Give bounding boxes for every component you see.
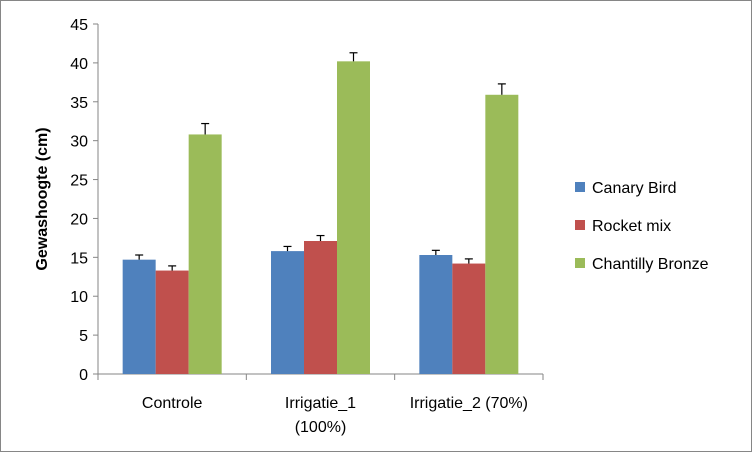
bar bbox=[155, 270, 189, 374]
bar bbox=[419, 255, 453, 374]
bar bbox=[304, 241, 337, 374]
y-tick-label: 40 bbox=[70, 56, 88, 73]
y-tick-label: 20 bbox=[70, 211, 88, 228]
x-tick-label-line: Irrigatie_1 bbox=[285, 395, 356, 412]
y-tick-label: 45 bbox=[70, 17, 88, 34]
y-axis-title: Gewashoogte (cm) bbox=[34, 127, 51, 270]
x-tick-label-line: (100%) bbox=[295, 419, 347, 436]
bar bbox=[271, 251, 304, 374]
y-tick-label: 35 bbox=[70, 95, 88, 112]
bar bbox=[452, 263, 486, 374]
legend-label: Chantilly Bronze bbox=[592, 256, 709, 273]
bar bbox=[485, 94, 519, 375]
x-tick-label: Irrigatie_2 (70%) bbox=[410, 395, 528, 412]
legend-swatch bbox=[575, 258, 585, 268]
y-tick-label: 0 bbox=[79, 367, 88, 384]
legend-swatch bbox=[575, 182, 585, 192]
x-tick-label-line: Controle bbox=[142, 395, 203, 412]
bar bbox=[337, 61, 370, 374]
y-tick-label: 15 bbox=[70, 250, 88, 267]
legend-label: Canary Bird bbox=[592, 180, 676, 197]
bar bbox=[122, 259, 156, 374]
x-tick-label-line: Irrigatie_2 (70%) bbox=[410, 395, 528, 412]
y-tick-label: 25 bbox=[70, 173, 88, 190]
legend-swatch bbox=[575, 220, 585, 230]
legend-label: Rocket mix bbox=[592, 218, 671, 235]
x-tick-label: Controle bbox=[142, 395, 203, 412]
y-tick-label: 5 bbox=[79, 328, 88, 345]
x-tick-label: Irrigatie_1 (100%) bbox=[285, 395, 356, 436]
y-tick-label: 30 bbox=[70, 134, 88, 151]
y-tick-label: 10 bbox=[70, 289, 88, 306]
bar bbox=[188, 134, 222, 374]
